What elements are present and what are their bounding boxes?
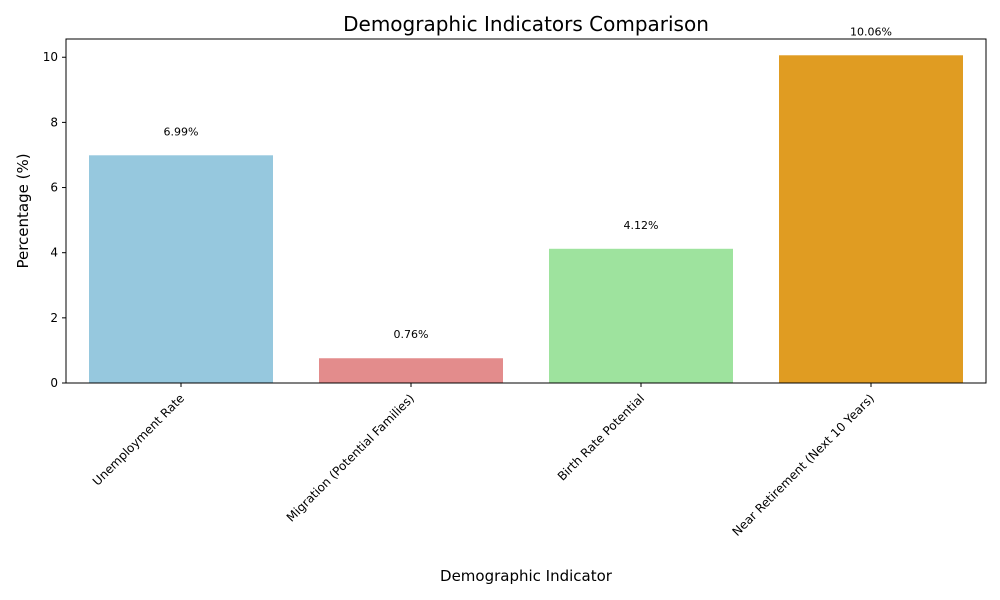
plot-frame [65, 38, 987, 384]
x-tick-label-3: Birth Rate Potential [555, 391, 647, 483]
data-label-1: 6.99% [164, 125, 199, 138]
chart-title: Demographic Indicators Comparison [343, 12, 709, 36]
x-axis-title: Demographic Indicator [440, 567, 613, 585]
y-tick-label-8: 8 [50, 115, 58, 129]
y-axis-title: Percentage (%) [14, 153, 32, 268]
y-tick-label-10: 10 [43, 50, 58, 64]
y-tick-label-2: 2 [50, 311, 58, 325]
data-label-2: 0.76% [394, 328, 429, 341]
y-tick-label-6: 6 [50, 181, 58, 195]
bar-2 [319, 358, 503, 383]
y-tick-label-4: 4 [50, 246, 58, 260]
x-tick-label-4: Near Retirement (Next 10 Years) [729, 391, 877, 539]
y-tick-label-0: 0 [50, 376, 58, 390]
bar-1 [89, 155, 273, 383]
bar-3 [549, 248, 733, 383]
data-label-3: 4.12% [624, 219, 659, 232]
x-tick-label-2: Migration (Potential Families) [284, 391, 417, 524]
x-tick-label-1: Unemployment Rate [90, 391, 187, 488]
bar-4 [779, 55, 963, 384]
data-label-4: 10.06% [850, 25, 892, 38]
